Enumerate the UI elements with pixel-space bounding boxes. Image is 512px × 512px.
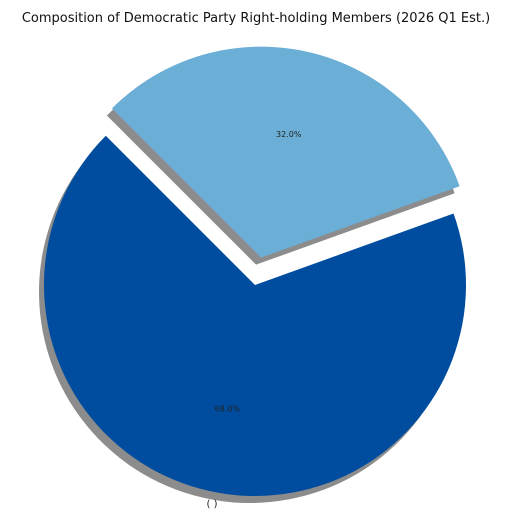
pie-slice-0 [44,135,467,497]
chart-title: Composition of Democratic Party Right-ho… [22,11,490,26]
label-layer: 68.0% 32.0% [215,130,302,413]
legend-caption: ( ) [207,499,218,510]
slice-layer [44,46,467,497]
slice-label-1: 32.0% [276,130,302,139]
slice-label-0: 68.0% [215,405,241,414]
pie-slice-1 [111,46,460,258]
